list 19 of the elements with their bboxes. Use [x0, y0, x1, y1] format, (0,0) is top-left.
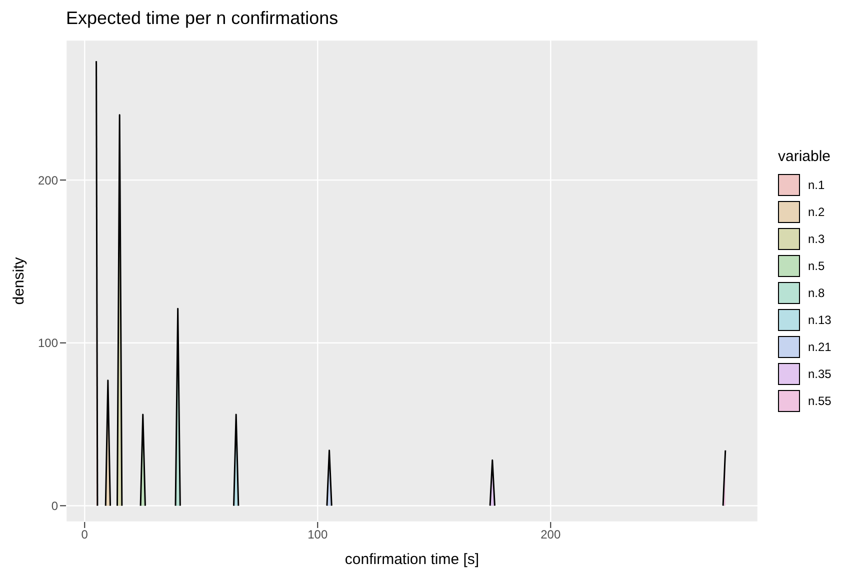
legend-label: n.1	[808, 178, 825, 192]
x-tick-label: 100	[308, 528, 328, 542]
y-axis-title: density	[10, 256, 28, 305]
legend-label: n.21	[808, 340, 832, 354]
legend-label: n.13	[808, 312, 832, 326]
legend-label: n.5	[808, 258, 825, 272]
x-tick-label: 200	[540, 528, 561, 542]
legend-label: n.8	[808, 286, 825, 300]
legend-label: n.55	[808, 394, 832, 408]
legend-title: variable	[778, 148, 832, 165]
x-tick-label: 0	[81, 528, 88, 542]
chart-title: Expected time per n confirmations	[66, 8, 338, 29]
x-axis-title: confirmation time [s]	[344, 551, 480, 568]
y-tick-label: 0	[51, 498, 58, 513]
legend-label: n.2	[808, 204, 825, 218]
y-tick-label: 100	[38, 336, 58, 350]
y-tick-label: 200	[38, 173, 58, 188]
legend-label: n.35	[808, 366, 832, 380]
legend-label: n.3	[808, 232, 825, 246]
